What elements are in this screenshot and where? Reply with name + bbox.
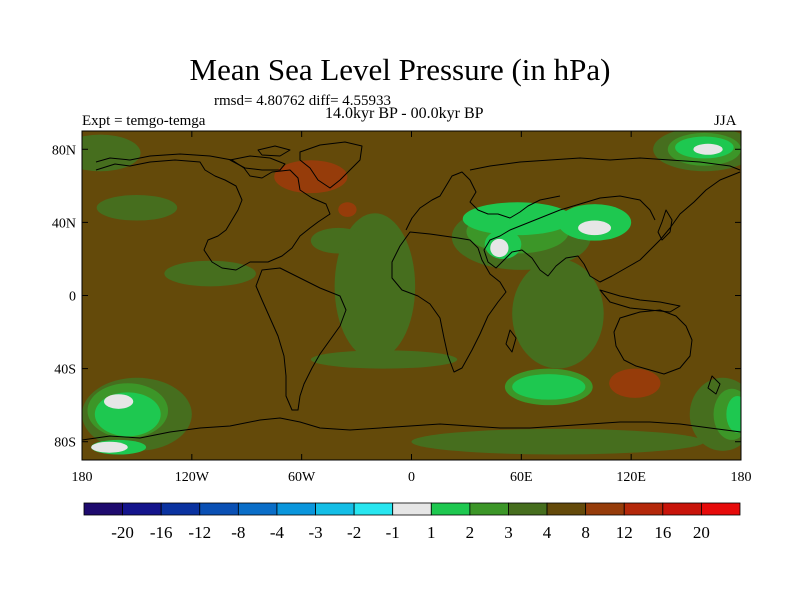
colorbar-swatch — [392, 502, 432, 516]
y-tick-label: 40S — [54, 363, 76, 378]
colorbar-swatch — [237, 502, 278, 516]
x-tick-label: 120E — [616, 470, 646, 485]
colorbar-label: -3 — [308, 523, 322, 542]
coastline-europe-africa — [391, 231, 507, 373]
pressure-field — [82, 131, 741, 460]
field-region-level-1 — [103, 394, 134, 409]
field-region-level-12 — [609, 368, 661, 398]
x-tick-label: 0 — [408, 470, 415, 485]
field-region-level-4 — [411, 428, 705, 455]
field-region-level-4 — [96, 194, 178, 221]
field-region-level-12 — [274, 160, 348, 194]
colorbar-swatch — [623, 502, 664, 516]
colorbar-swatch — [430, 502, 471, 516]
y-tick-label: 80S — [54, 436, 76, 451]
coastlines — [82, 141, 741, 441]
colorbar-label: -8 — [231, 523, 245, 542]
colorbar-label: 12 — [616, 523, 633, 542]
colorbar-label: 20 — [693, 523, 710, 542]
x-tick-label: 60W — [288, 470, 316, 485]
colorbar-label: -12 — [188, 523, 211, 542]
x-tick-label: 60E — [510, 470, 533, 485]
colorbar-swatch — [469, 502, 509, 516]
colorbar-swatch — [122, 502, 162, 516]
y-tick-label: 80N — [52, 143, 76, 158]
field-region-level-2 — [726, 396, 741, 433]
x-tick-label: 120W — [175, 470, 210, 485]
field-region-level-4 — [164, 260, 256, 287]
colorbar-label: 2 — [466, 523, 475, 542]
time-period-label: 14.0kyr BP - 00.0kyr BP — [325, 105, 484, 122]
y-tick-label: 40N — [52, 216, 76, 231]
x-tick-label: 180 — [72, 470, 93, 485]
colorbar-label: -4 — [270, 523, 285, 542]
coastline-north-america — [95, 153, 331, 271]
field-region-level-1 — [490, 238, 509, 258]
colorbar-label: -2 — [347, 523, 361, 542]
field-region-level-4 — [310, 350, 458, 369]
y-tick-label: 0 — [69, 290, 76, 305]
field-region-level-4 — [512, 258, 604, 369]
colorbar-swatch — [83, 502, 123, 516]
colorbar-swatch — [276, 502, 316, 516]
x-tick-label: 180 — [731, 470, 752, 485]
colorbar-label: 16 — [654, 523, 671, 542]
colorbar-label: 1 — [427, 523, 436, 542]
chart-title: Mean Sea Level Pressure (in hPa) — [189, 52, 611, 87]
field-region-level-4 — [310, 227, 366, 254]
coastline-europe — [405, 171, 561, 231]
coastline-asia — [469, 157, 741, 283]
colorbar-swatch — [353, 502, 394, 516]
coastline-madagascar — [505, 329, 517, 353]
season-label: JJA — [714, 113, 737, 129]
field-region-level-1 — [578, 220, 612, 236]
colorbar-swatch — [508, 502, 548, 516]
colorbar-label: 8 — [581, 523, 590, 542]
coastline-antarctica — [82, 417, 741, 441]
colorbar-swatch — [315, 502, 355, 516]
experiment-label: Expt = temgo-temga — [82, 113, 206, 129]
coastline-japan — [657, 209, 673, 241]
coastline-greenland — [299, 141, 363, 189]
coastline-indonesia — [599, 289, 681, 313]
colorbar: -20 -16 -12 -8 -4 -3 -2 -1 1 2 3 4 8 12 16 20 — [83, 502, 741, 542]
coastline-arctic-islands — [229, 145, 291, 171]
colorbar-label: -20 — [111, 523, 134, 542]
rmsd-diff-stats: rmsd= 4.80762 diff= 4.55933 — [214, 93, 392, 109]
colorbar-label: -1 — [386, 523, 400, 542]
colorbar-swatch — [199, 502, 239, 516]
colorbar-swatch — [585, 502, 625, 516]
coastline-new-zealand — [707, 375, 721, 395]
colorbar-label: 3 — [504, 523, 513, 542]
colorbar-swatch — [662, 502, 702, 516]
field-region-level-12 — [338, 202, 357, 217]
colorbar-swatch — [546, 502, 587, 516]
coastline-south-america — [255, 267, 347, 411]
colorbar-label: 4 — [543, 523, 552, 542]
field-region-level-1 — [693, 143, 723, 155]
field-region-level-1 — [91, 441, 128, 453]
colorbar-swatch — [160, 502, 201, 516]
colorbar-swatch — [701, 502, 741, 516]
field-region-level-2 — [512, 374, 586, 400]
coastline-australia — [613, 309, 693, 375]
field-region-level-2 — [462, 202, 573, 236]
axis-ticks: 180 120W 60W 0 60E 120E 180 80N 40N 0 40S 80S — [52, 131, 752, 485]
colorbar-label: -16 — [150, 523, 173, 542]
